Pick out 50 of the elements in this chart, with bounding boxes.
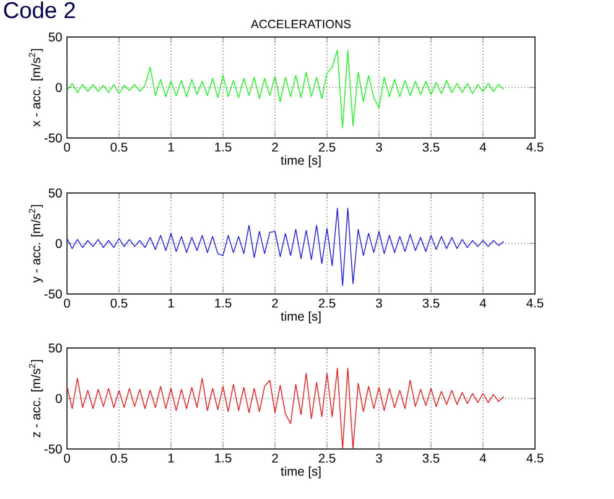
y-tick-label: -50: [44, 290, 62, 298]
x-tick-label: 4.5: [526, 142, 544, 152]
y-tick-label: 50: [48, 188, 62, 198]
y-axis-title: z - acc. [m/s$^{2}$]: [28, 360, 43, 438]
x-tick-label: 4.5: [526, 298, 544, 308]
line-series: [67, 208, 504, 286]
y-tick-label: 0: [56, 394, 62, 403]
x-tick-label: 2.5: [318, 142, 336, 152]
x-axis-title: time [s]: [280, 155, 320, 168]
x-tick-label: 1.5: [215, 454, 232, 463]
x-tick-label: 2.5: [318, 454, 336, 463]
x-tick-label: 3: [376, 298, 382, 308]
x-tick-label: 3: [376, 454, 382, 463]
x-tick-label: 4: [480, 142, 486, 152]
x-tick-label: 3.5: [422, 298, 440, 308]
x-tick-label: 0.5: [110, 142, 128, 152]
y-axis-title: y - acc. [m/s$^{2}$]: [28, 205, 43, 283]
x-tick-label: 1: [168, 454, 174, 462]
x-tick-label: 2.5: [318, 298, 336, 308]
x-tick-label: 0: [64, 142, 70, 152]
x-tick-label: 0.5: [110, 454, 128, 463]
line-series: [67, 50, 504, 128]
x-tick-label: 2: [272, 142, 278, 152]
y-tick-label: -50: [44, 444, 62, 454]
x-tick-label: 4: [480, 298, 486, 308]
x-axis-title: time [s]: [280, 311, 320, 324]
x-tick-label: 4.5: [526, 454, 544, 463]
x-tick-label: 1: [168, 298, 174, 308]
y-axis-title: x - acc. [m/s$^{2}$]: [28, 49, 43, 127]
x-tick-label: 1.5: [215, 298, 232, 308]
y-tick-label: 50: [48, 32, 62, 42]
chart-title: ACCELERATIONS: [250, 20, 351, 28]
x-tick-label: 1: [168, 142, 174, 152]
x-tick-label: 4: [480, 454, 486, 462]
x-axis-title: time [s]: [280, 466, 320, 478]
line-series: [67, 368, 504, 449]
text: Code 2: [4, 2, 75, 18]
x-tick-label: 0.5: [110, 298, 128, 308]
y-tick-label: 0: [56, 83, 62, 92]
x-tick-label: 2: [272, 298, 278, 308]
x-tick-label: 0: [64, 298, 70, 308]
x-tick-label: 3: [376, 142, 382, 152]
y-tick-label: 0: [56, 239, 62, 248]
y-tick-label: 50: [48, 344, 62, 352]
y-tick-label: -50: [44, 134, 62, 142]
x-tick-label: 2: [272, 454, 278, 463]
x-tick-label: 1.5: [215, 142, 232, 152]
x-tick-label: 3.5: [422, 454, 440, 463]
x-tick-label: 0: [64, 454, 70, 463]
x-tick-label: 3.5: [422, 142, 440, 152]
